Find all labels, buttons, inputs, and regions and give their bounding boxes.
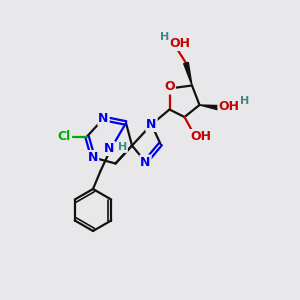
Text: OH: OH: [190, 130, 212, 143]
Text: N: N: [98, 112, 109, 125]
Text: N: N: [104, 142, 115, 155]
Text: OH: OH: [169, 37, 190, 50]
Text: O: O: [164, 80, 175, 94]
Text: Cl: Cl: [58, 130, 71, 143]
Text: H: H: [160, 32, 169, 43]
Text: N: N: [140, 155, 151, 169]
Text: N: N: [88, 151, 98, 164]
Text: H: H: [118, 142, 127, 152]
Text: OH: OH: [218, 100, 239, 113]
Text: N: N: [146, 118, 157, 131]
Polygon shape: [184, 62, 192, 86]
Text: H: H: [241, 96, 250, 106]
Polygon shape: [200, 105, 221, 110]
